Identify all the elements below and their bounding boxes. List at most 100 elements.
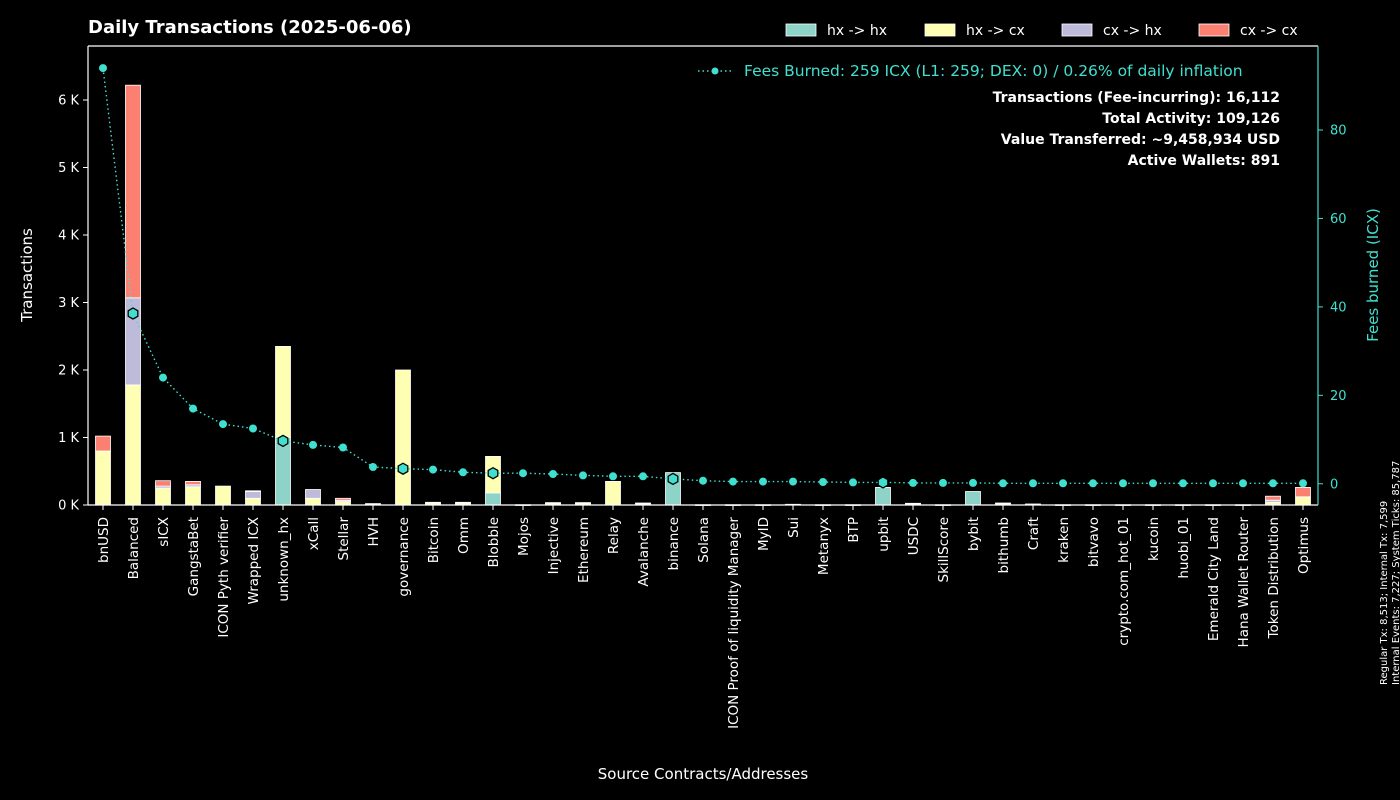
legend-swatch-1 — [924, 23, 956, 37]
x-tick-label-27: USDC — [906, 517, 922, 555]
y-tick-label-0: 0 K — [58, 499, 79, 514]
bar-7-series-2 — [305, 489, 321, 499]
fee-point-34 — [1119, 479, 1127, 488]
chart-title: Daily Transactions (2025-06-06) — [88, 17, 412, 38]
fee-point-40 — [1299, 479, 1307, 488]
fee-point-24 — [819, 478, 827, 486]
fee-point-33 — [1089, 479, 1097, 488]
x-tick-label-1: Balanced — [126, 517, 142, 579]
x-tick-label-26: upbit — [876, 517, 892, 552]
fee-point-20 — [699, 476, 707, 485]
fee-point-13 — [487, 466, 499, 480]
fee-point-0 — [99, 64, 107, 73]
fee-point-8 — [339, 443, 347, 452]
bar-29-series-0 — [965, 491, 981, 506]
bar-0-series-1 — [95, 450, 111, 506]
side-note-1: Internal Events: 7,227; System Ticks: 85… — [1391, 461, 1400, 685]
x-tick-label-31: Craft — [1026, 517, 1042, 550]
fee-point-16 — [579, 471, 587, 480]
fee-point-30 — [999, 479, 1007, 488]
x-tick-label-34: crypto.com_hot_01 — [1116, 517, 1132, 646]
bar-30-series-2 — [995, 502, 1011, 505]
bar-39-series-3 — [1265, 495, 1281, 501]
y2-axis-label: Fees burned (ICX) — [1364, 208, 1382, 342]
fee-point-19 — [667, 472, 679, 486]
x-tick-label-30: bithumb — [996, 517, 1012, 573]
bar-11-series-2 — [425, 501, 441, 504]
bar-15-series-2 — [545, 502, 561, 504]
bar-26-series-0 — [875, 486, 891, 506]
x-tick-label-6: unknown_hx — [276, 517, 292, 602]
x-tick-label-28: SkillScore — [936, 517, 952, 582]
fee-point-36 — [1179, 479, 1187, 488]
legend-label-1: hx -> cx — [966, 23, 1025, 39]
fee-point-5 — [249, 424, 257, 433]
side-note-0: Regular Tx: 8,513; Internal Tx: 7,599 — [1379, 501, 1390, 685]
bar-27-series-2 — [905, 502, 921, 505]
bar-0-series-3 — [95, 435, 111, 452]
annotations: Fees Burned: 259 ICX (L1: 259; DEX: 0) /… — [698, 62, 1400, 685]
fee-point-18 — [639, 472, 647, 481]
legend: hx -> hx hx -> cx cx -> hx cx -> cx — [785, 23, 1298, 39]
bar-6-series-0 — [275, 437, 291, 506]
annotation-0: Transactions (Fee-incurring): 16,112 — [993, 90, 1280, 106]
x-tick-label-35: kucoin — [1146, 517, 1162, 561]
legend-swatch-3 — [1198, 23, 1230, 37]
x-tick-label-29: bybit — [966, 517, 982, 551]
x-tick-label-24: Metanyx — [816, 517, 832, 575]
annotation-3: Active Wallets: 891 — [1128, 153, 1280, 169]
y-tick-label-6: 6 K — [58, 94, 79, 109]
legend-swatch-2 — [1061, 23, 1093, 37]
x-tick-label-10: governance — [396, 517, 412, 597]
fee-point-10 — [397, 462, 409, 475]
x-tick-label-12: Omm — [456, 517, 472, 554]
fees-line-layer — [99, 64, 1307, 489]
fee-point-1 — [127, 307, 139, 320]
y-tick-label-4: 4 K — [58, 229, 79, 244]
fee-point-14 — [519, 469, 527, 478]
bar-2-series-3 — [155, 480, 171, 487]
y2-tick-label-0: 0 — [1330, 477, 1338, 492]
x-tick-label-13: Blobble — [486, 517, 502, 567]
fee-point-2 — [159, 373, 167, 382]
bar-40-series-1 — [1295, 496, 1311, 506]
bar-6-series-1 — [275, 345, 291, 438]
fee-point-26 — [877, 476, 889, 489]
x-tick-label-14: Mojos — [516, 517, 532, 556]
fees-legend-label: Fees Burned: 259 ICX (L1: 259; DEX: 0) /… — [744, 62, 1243, 80]
x-tick-label-32: kraken — [1056, 517, 1072, 563]
axes-layer: 0 K 1 K 2 K 3 K 4 K 5 K 6 K 0 20 40 60 80 bnUSD Balan… — [58, 45, 1347, 729]
bar-5-series-3 — [245, 490, 261, 492]
x-tick-label-8: Stellar — [336, 517, 352, 561]
fee-point-4 — [219, 420, 227, 429]
bar-9-series-2 — [365, 503, 381, 505]
x-tick-label-16: Ethereum — [576, 517, 592, 583]
fee-point-39 — [1269, 479, 1277, 488]
x-tick-label-11: Bitcoin — [426, 517, 442, 563]
fee-point-32 — [1059, 479, 1067, 488]
fee-point-31 — [1029, 479, 1037, 488]
y2-tick-label-3: 60 — [1330, 212, 1347, 227]
fee-point-11 — [429, 465, 437, 474]
bar-16-series-2 — [575, 502, 591, 504]
bar-17-series-1 — [605, 480, 621, 506]
fee-point-3 — [189, 404, 197, 413]
x-tick-label-3: GangstaBet — [186, 517, 202, 596]
x-tick-label-15: Injective — [546, 517, 562, 574]
bar-12-series-2 — [455, 501, 471, 504]
x-tick-label-18: Avalanche — [636, 517, 652, 587]
bar-2-series-1 — [155, 487, 171, 506]
y-tick-label-1: 1 K — [58, 431, 79, 446]
fees-legend-marker — [711, 67, 719, 75]
fees-line — [102, 68, 1303, 484]
x-tick-label-20: Solana — [696, 517, 712, 563]
bar-18-series-2 — [635, 502, 651, 505]
bar-4-series-1 — [215, 485, 231, 506]
x-tick-label-40: Optimus — [1296, 517, 1312, 574]
fee-point-7 — [309, 440, 317, 449]
annotation-1: Total Activity: 109,126 — [1102, 111, 1280, 127]
x-tick-label-21: ICON Proof of liquidity Manager — [726, 517, 742, 729]
y-axis-label: Transactions — [18, 228, 36, 323]
x-axis-label: Source Contracts/Addresses — [598, 765, 809, 783]
x-tick-label-0: bnUSD — [96, 517, 112, 563]
